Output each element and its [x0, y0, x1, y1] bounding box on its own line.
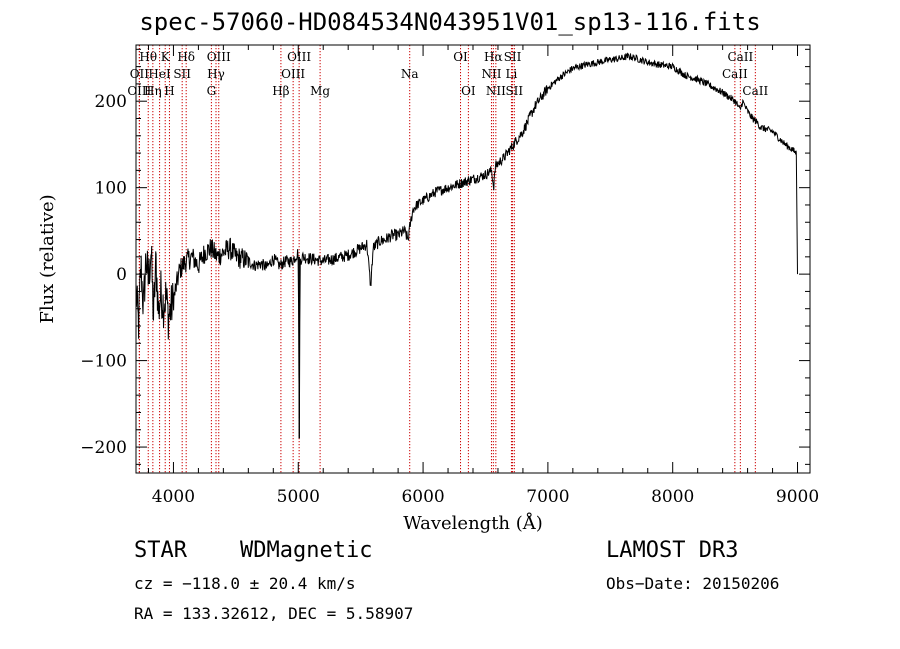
spectral-line-label: SII — [504, 50, 522, 64]
x-tick-label: 4000 — [152, 487, 195, 507]
spectral-line-label: Hη — [144, 84, 162, 98]
spectral-line-label: Hα — [484, 50, 503, 64]
object-subclass: WDMagnetic — [240, 538, 373, 563]
x-tick-label: 5000 — [277, 487, 320, 507]
y-tick-label: 0 — [116, 265, 127, 285]
spectral-line-label: K — [161, 50, 171, 64]
spectral-line-label: OIII — [287, 50, 311, 64]
spectral-line-label: Hθ — [139, 50, 157, 64]
ra-dec-coordinates: RA = 133.32612, DEC = 5.58907 — [134, 604, 414, 623]
spectral-line-label: Hγ — [207, 67, 225, 81]
spectral-line-label: OIII — [127, 84, 151, 98]
spectral-line-label: OII — [130, 67, 150, 81]
x-tick-label: 6000 — [401, 487, 444, 507]
spectral-line-label: CaII — [727, 50, 753, 64]
flux-curve — [135, 52, 798, 419]
x-axis-label: Wavelength (Å) — [403, 512, 543, 534]
chart-title: spec-57060-HD084534N043951V01_sp13-116.f… — [139, 8, 761, 36]
spectral-line-label: OIII — [281, 67, 305, 81]
plot-frame — [135, 44, 811, 474]
spectral-line-label: SII — [173, 67, 191, 81]
y-axis-label: Flux (relative) — [37, 194, 58, 323]
spectral-line-label: NII — [481, 67, 501, 81]
spectral-line-label: Mg — [310, 84, 330, 98]
flux-curve-layer — [135, 52, 798, 439]
x-tick-label: 8000 — [651, 487, 694, 507]
y-tick-label: −200 — [80, 438, 127, 458]
spectral-line-label: OIII — [207, 50, 231, 64]
spectral-line-label: G — [207, 84, 217, 98]
observation-date: Obs−Date: 20150206 — [606, 574, 780, 593]
object-class: STAR — [134, 538, 187, 563]
x-tick-label: 7000 — [526, 487, 569, 507]
redshift-cz: cz = −118.0 ± 20.4 km/s — [134, 574, 356, 593]
spectral-line-label: SII — [505, 84, 523, 98]
spectral-line-label: CaII — [722, 67, 748, 81]
axes-layer: 4000 5000 6000 7000 8000 9000 −200 −100 0 100 200 W… — [37, 44, 819, 534]
y-tick-label: 200 — [95, 92, 127, 112]
y-tick-label: −100 — [80, 352, 127, 372]
spectral-line-label: NII — [486, 84, 506, 98]
x-tick-label: 9000 — [776, 487, 819, 507]
y-tick-label: 100 — [95, 179, 127, 199]
spectral-line-label: Hδ — [177, 50, 195, 64]
spectral-line-label: Na — [401, 67, 419, 81]
spectral-line-label: OI — [461, 84, 476, 98]
spectral-line-label: Li — [506, 67, 518, 81]
survey-name: LAMOST DR3 — [606, 538, 739, 563]
spectral-line-label: H — [164, 84, 174, 98]
spectral-line-label: Hβ — [272, 84, 289, 98]
spectral-line-label: CaII — [742, 84, 768, 98]
spectral-line-label: OI — [453, 50, 468, 64]
spectral-line-label: HeI — [148, 67, 171, 81]
